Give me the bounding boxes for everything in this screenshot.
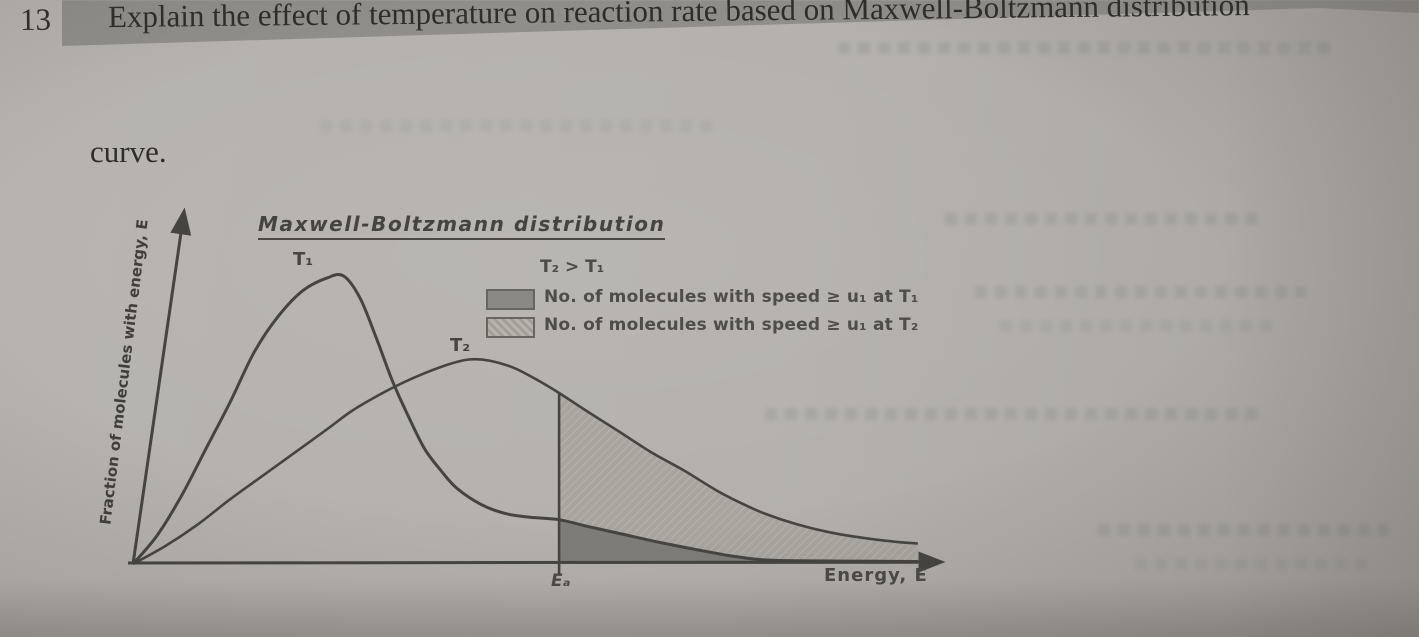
bleed-through-smudge [320,120,720,132]
legend-swatch-dark [486,289,535,310]
question-text: Explain the effect of temperature on rea… [107,0,1250,35]
bleed-through-smudge [975,286,1305,298]
legend-item-t1: No. of molecules with speed ≥ u₁ at T₁ [544,287,919,307]
t1-curve-label: T₁ [293,249,314,270]
bleed-through-smudge [838,42,1338,54]
question-number: 13 [19,1,52,37]
legend-item-t2: No. of molecules with speed ≥ u₁ at T₂ [544,315,919,335]
y-axis [131,207,192,565]
bleed-through-smudge [1000,320,1280,332]
bleed-through-smudge [1098,524,1388,536]
t1-curve [131,272,918,565]
bleed-through-smudge [1135,558,1375,570]
t2-curve-label: T₂ [450,335,471,356]
shaded-area-t2 [559,393,918,562]
chart-title: Maxwell-Boltzmann distribution [258,212,666,240]
bleed-through-smudge [765,408,1260,420]
t2-curve [132,357,918,566]
activation-energy-label: Eₐ [551,571,571,591]
legend-relation: T₂ > T₁ [540,257,605,277]
maxwell-boltzmann-chart [127,207,946,575]
x-axis [127,551,946,573]
legend-swatch-light [486,317,535,338]
x-axis-label: Energy, E [824,565,928,586]
question-text-continued: curve. [90,134,167,169]
shaded-area-t1 [559,519,918,564]
bleed-through-smudge [945,213,1265,225]
